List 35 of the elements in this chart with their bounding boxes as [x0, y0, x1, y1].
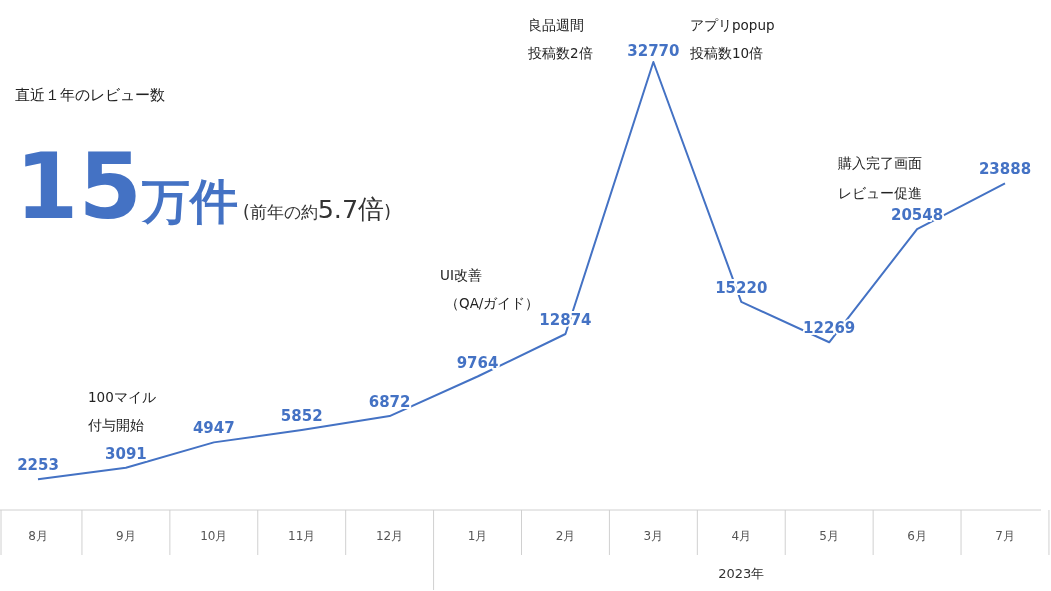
- text: 投稿数2倍: [527, 45, 593, 61]
- annotation: (前年の約5.7倍): [243, 194, 391, 224]
- annotation: （QA/ガイド）: [445, 295, 540, 311]
- data-label: 32770: [627, 42, 680, 60]
- x-tick-label: 9月: [116, 529, 136, 543]
- text: アプリpopup: [690, 17, 775, 33]
- annotation: UI改善: [440, 267, 482, 283]
- annotation: 15万件: [15, 133, 238, 240]
- x-tick-label: 12月: [376, 529, 404, 543]
- text: 投稿数10倍: [689, 45, 764, 61]
- x-tick-label: 4月: [731, 529, 752, 543]
- data-label: 23888: [978, 160, 1032, 179]
- data-label: 3091: [105, 444, 147, 463]
- data-label: 9764: [456, 353, 499, 372]
- annotation: 付与開始: [87, 417, 144, 433]
- text: 2023年: [718, 566, 765, 581]
- x-tick-label: 7月: [995, 529, 1015, 543]
- annotation: レビュー促進: [838, 185, 922, 201]
- x-tick-label: 5月: [819, 529, 839, 543]
- data-label: 2253: [17, 456, 59, 475]
- x-tick-label: 11月: [288, 529, 316, 543]
- annotation: 直近１年のレビュー数: [15, 86, 165, 104]
- data-label: 5852: [280, 407, 323, 425]
- x-tick-label: 3月: [643, 529, 664, 543]
- annotation: 100マイル: [88, 389, 156, 405]
- x-tick-label: 1月: [467, 529, 488, 543]
- x-tick-label: 2月: [555, 529, 576, 543]
- x-tick-label: 10月: [200, 529, 228, 543]
- text: 良品週間: [528, 17, 584, 33]
- data-label: 6872: [368, 393, 411, 412]
- x-tick-label: 6月: [907, 529, 927, 543]
- data-label: 4947: [192, 419, 235, 438]
- annotation: 購入完了画面: [838, 155, 922, 171]
- data-label: 20548: [891, 206, 944, 225]
- x-tick-label: 8月: [28, 529, 48, 543]
